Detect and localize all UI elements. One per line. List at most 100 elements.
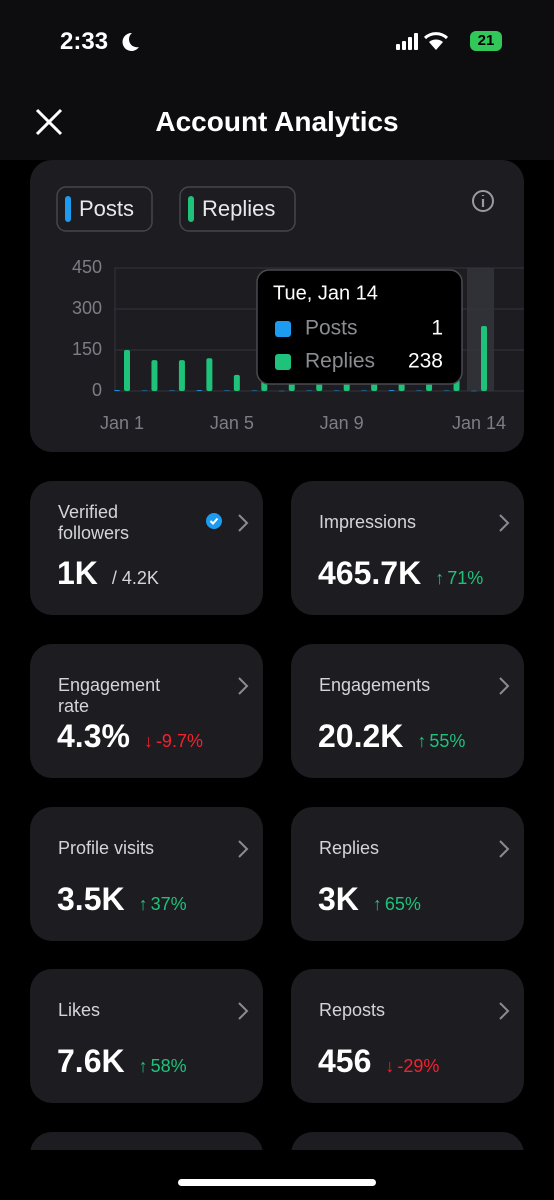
metric-card[interactable]: Likes 7.6K ↑ 58% <box>30 969 263 1103</box>
bar <box>168 390 175 391</box>
metric-label: Likes <box>58 1000 101 1020</box>
metric-label: Verified followers <box>58 502 130 543</box>
bar <box>223 390 230 391</box>
signal-wifi-icons <box>396 32 449 50</box>
metric-card[interactable]: Engagements 20.2K ↑ 55% <box>291 644 524 778</box>
chevron <box>499 1002 510 1020</box>
status-time: 2:33 <box>60 28 109 55</box>
change-arrow: ↑ <box>372 894 382 914</box>
metric-card[interactable]: Profile visits 3.5K ↑ 37% <box>30 807 263 941</box>
metric-value: 456 <box>318 1043 372 1079</box>
metric-value: 4.3% <box>57 718 130 754</box>
x-tick-label: Jan 5 <box>210 413 254 433</box>
tooltip-swatch <box>275 321 291 337</box>
tooltip-box <box>256 269 463 385</box>
top-area <box>0 0 554 160</box>
highlight-column <box>467 268 494 391</box>
tooltip-series: Replies <box>305 350 375 373</box>
moon-icon <box>122 32 139 51</box>
change-arrow: ↑ <box>138 894 148 914</box>
bar <box>206 358 213 391</box>
metric-label: Impressions <box>319 512 417 532</box>
verified-badge <box>206 513 222 529</box>
metric-change: -9.7% <box>155 731 203 751</box>
bar <box>361 390 368 391</box>
change-arrow: ↑ <box>435 568 445 588</box>
metric-value: 465.7K <box>318 555 422 591</box>
metric-label: Engagements <box>319 675 431 695</box>
change-arrow: ↑ <box>417 731 427 751</box>
metric-value: 1K <box>57 555 98 591</box>
bar <box>306 390 313 391</box>
chevron <box>238 514 249 532</box>
metric-value: 7.6K <box>57 1043 125 1079</box>
bottom-bar <box>0 1150 554 1200</box>
metric-card[interactable]: Engagement rate 4.3% ↓ -9.7% <box>30 644 263 778</box>
bar <box>196 390 203 391</box>
battery: 21 <box>470 31 502 51</box>
metric-label: Reposts <box>319 1000 386 1020</box>
bar <box>124 350 130 391</box>
bar <box>141 390 148 391</box>
y-tick-label: 150 <box>72 339 102 359</box>
metric-card[interactable]: Reposts 456 ↓ -29% <box>291 969 524 1103</box>
bar <box>151 360 158 391</box>
bar <box>443 390 450 391</box>
metric-change: 58% <box>150 1056 187 1076</box>
bar <box>278 390 285 392</box>
chart-card: Posts Replies 0 150 300 450 Jan 1 Jan 5 Jan 9 Jan… <box>30 160 524 452</box>
info-icon[interactable] <box>472 190 494 212</box>
bar <box>114 390 120 391</box>
chevron <box>499 514 510 532</box>
bar <box>251 390 258 391</box>
metric-value: 3.5K <box>57 881 125 917</box>
tooltip-title: Tue, Jan 14 <box>273 282 378 304</box>
metric-card[interactable]: Verified followers 1K / 4.2K <box>30 481 263 615</box>
legend-swatch <box>65 196 71 222</box>
metric-change: 71% <box>447 568 484 588</box>
metric-label: Replies <box>319 838 380 858</box>
bar <box>481 325 487 391</box>
metric-value: 3K <box>318 881 359 917</box>
change-arrow: ↑ <box>138 1056 148 1076</box>
page-title: Account Analytics <box>155 106 399 137</box>
chevron <box>238 1002 249 1020</box>
metric-row: 7.6K ↑ 58% <box>57 1043 187 1080</box>
x-tick-label: Jan 1 <box>100 413 144 433</box>
tooltip-swatch <box>275 354 291 370</box>
metric-change: 37% <box>150 894 187 914</box>
metric-value: 20.2K <box>318 718 404 754</box>
metric-card[interactable]: Impressions 465.7K ↑ 71% <box>291 481 524 615</box>
metric-change: 65% <box>384 894 421 914</box>
legend-box <box>56 186 153 232</box>
change-arrow: ↓ <box>385 1056 395 1076</box>
y-tick-label: 0 <box>92 380 102 400</box>
close-button[interactable] <box>34 107 64 137</box>
bar <box>233 374 240 391</box>
metric-row: 1K / 4.2K <box>57 555 159 592</box>
chevron <box>499 840 510 858</box>
change-arrow: ↓ <box>143 731 153 751</box>
home-indicator <box>178 1179 376 1186</box>
metric-change: -29% <box>397 1056 440 1076</box>
legend-item[interactable]: Replies <box>179 186 296 232</box>
metric-row: 456 ↓ -29% <box>318 1043 439 1080</box>
metric-row: 3K ↑ 65% <box>318 881 421 918</box>
legend-item[interactable]: Posts <box>56 186 153 232</box>
x-tick-label: Jan 14 <box>452 413 506 433</box>
bar <box>416 390 423 391</box>
chevron <box>238 840 249 858</box>
metric-card[interactable]: Replies 3K ↑ 65% <box>291 807 524 941</box>
chart: Posts Replies 0 150 300 450 Jan 1 Jan 5 Jan 9 Jan… <box>56 186 524 433</box>
metric-row: 20.2K ↑ 55% <box>318 718 465 755</box>
tooltip: Tue, Jan 14 Posts 1 Replies 238 <box>256 269 463 385</box>
metric-label: Engagement rate <box>58 675 161 716</box>
tooltip-value: 1 <box>431 317 443 340</box>
y-tick-label: 450 <box>72 257 102 277</box>
y-tick-label: 300 <box>72 298 102 318</box>
bar <box>178 360 185 391</box>
legend-box <box>179 186 296 232</box>
tooltip-value: 238 <box>408 350 443 373</box>
legend-swatch <box>188 196 194 222</box>
